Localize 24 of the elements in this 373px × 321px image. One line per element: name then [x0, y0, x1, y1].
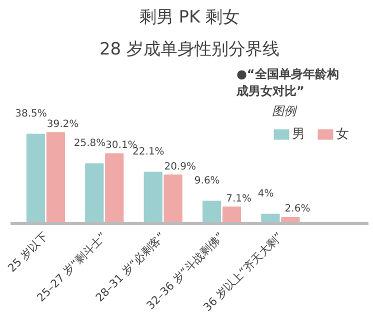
legend-label: 女 [336, 126, 350, 143]
bar [222, 206, 242, 224]
bar [202, 200, 222, 224]
bar [85, 163, 104, 224]
chart-title: 剩男 PK 剩女 [139, 8, 240, 28]
data-label: 39.2% [46, 118, 79, 130]
legend-label: 男 [292, 126, 306, 143]
text: ●“全国单身年龄构成男女对比” [235, 67, 339, 98]
data-label: 20.9% [164, 161, 196, 172]
data-label: 25.8% [74, 138, 106, 150]
data-label: 22.1% [132, 146, 164, 158]
bar [164, 174, 182, 224]
data-label: 9.6% [194, 176, 220, 187]
data-label: 7.1% [226, 193, 252, 204]
bar [26, 134, 46, 224]
chart-subtitle: 28 岁成单身性别分界线 [99, 40, 280, 60]
data-label: 2.6% [284, 204, 310, 215]
bar [144, 172, 162, 224]
data-label: 38.5% [15, 108, 47, 120]
bar [105, 153, 124, 224]
bar [46, 132, 65, 224]
x-tick-label: 25 岁以下 [5, 230, 50, 275]
legend-title: 图例 [272, 103, 298, 120]
data-label: 4% [258, 188, 274, 200]
